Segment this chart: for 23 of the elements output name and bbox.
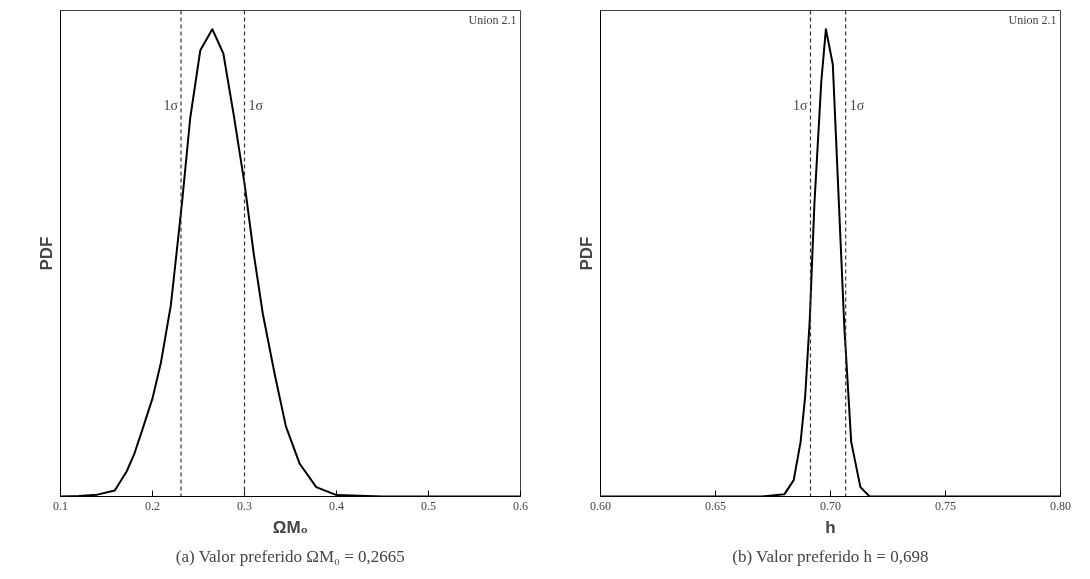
y-axis-title: PDF (36, 236, 56, 271)
x-tick-label: 0.1 (53, 498, 68, 513)
x-tick-label: 0.6 (513, 498, 528, 513)
text: Union 2.1 (468, 12, 517, 27)
x-tick-label: 0.2 (145, 498, 160, 513)
x-tick-label: 0.65 (705, 498, 726, 513)
ref-line-label: 1σ (248, 98, 264, 114)
text: (a) Valor preferido ΩM₀ = 0,2665 (175, 546, 405, 566)
ref-line-label: 1σ (792, 98, 808, 114)
x-axis-title: h (825, 517, 836, 537)
text: (b) Valor preferido h = 0,698 (732, 546, 929, 566)
x-tick-label: 0.4 (329, 498, 344, 513)
x-tick-label: 0.80 (1050, 498, 1071, 513)
ref-line-label: 1σ (163, 98, 179, 114)
y-axis-title: PDF (576, 236, 596, 271)
x-tick-label: 0.75 (935, 498, 956, 513)
ref-line-label: 1σ (849, 98, 865, 114)
x-tick-label: 0.5 (421, 498, 436, 513)
x-tick-label: 0.3 (237, 498, 252, 513)
x-tick-label: 0.70 (820, 498, 841, 513)
text: Union 2.1 (1008, 12, 1057, 27)
x-axis-title: ΩM₀ (272, 517, 309, 537)
x-tick-label: 0.60 (590, 498, 611, 513)
